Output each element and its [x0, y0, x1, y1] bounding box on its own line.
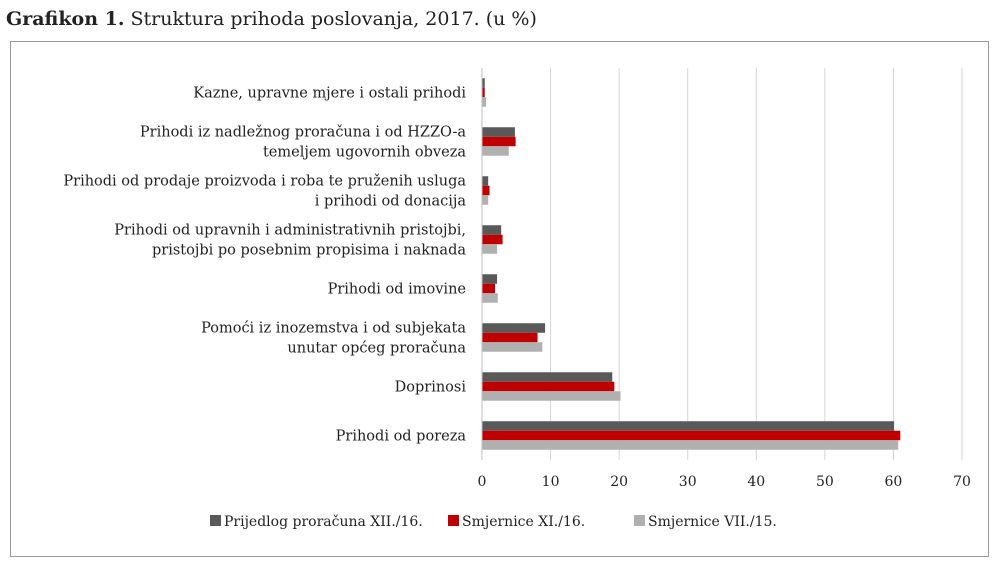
x-tick-label-0: 0 — [478, 474, 487, 490]
category-label-2-1: i prihodi od donacija — [315, 194, 467, 210]
chart-title: Grafikon 1. Struktura prihoda poslovanja… — [6, 8, 537, 30]
x-tick-label-50: 50 — [816, 474, 834, 490]
category-label-1-0: Prihodi iz nadležnog proračuna i od HZZO… — [140, 125, 466, 141]
category-label-5-0: Pomoći iz inozemstva i od subjekata — [201, 321, 466, 337]
bar-1-series-2 — [482, 146, 509, 156]
bar-1-series-0 — [482, 127, 515, 137]
bar-3-series-0 — [482, 225, 502, 235]
chart-frame — [10, 41, 989, 557]
category-label-3-0: Prihodi od upravnih i administrativnih p… — [114, 223, 466, 239]
x-tick-label-20: 20 — [610, 474, 628, 490]
bar-3-series-2 — [482, 244, 498, 254]
bar-2-series-1 — [482, 185, 490, 196]
category-label-1-1: temeljem ugovornih obveza — [263, 145, 466, 161]
category-label-5-1: unutar općeg proračuna — [287, 341, 466, 357]
bar-4-series-2 — [482, 293, 498, 303]
x-tick-label-30: 30 — [679, 474, 697, 490]
category-label-0-0: Kazne, upravne mjere i ostali prihodi — [193, 86, 466, 102]
bar-2-series-2 — [482, 195, 489, 205]
legend-label-1: Smjernice XI./16. — [462, 514, 585, 530]
category-label-7-0: Prihodi od poreza — [336, 429, 467, 445]
x-tick-label-60: 60 — [885, 474, 903, 490]
bar-0-series-1 — [482, 87, 485, 98]
x-tick-label-40: 40 — [747, 474, 765, 490]
bar-6-series-1 — [482, 381, 615, 392]
bar-5-series-0 — [482, 323, 546, 333]
legend-swatch-2 — [634, 515, 645, 526]
legend-label-2: Smjernice VII./15. — [648, 514, 777, 530]
legend-swatch-0 — [210, 515, 221, 526]
chart-title-text: Struktura prihoda poslovanja, 2017. (u %… — [124, 8, 537, 30]
category-label-3-1: pristojbi po posebnim propisima i naknad… — [152, 243, 466, 259]
bar-7-series-2 — [482, 440, 899, 450]
bar-3-series-1 — [482, 234, 503, 245]
bar-2-series-0 — [482, 176, 489, 186]
bar-6-series-2 — [482, 391, 621, 401]
bar-0-series-2 — [482, 97, 487, 107]
bar-0-series-0 — [482, 78, 485, 88]
x-tick-label-70: 70 — [953, 474, 971, 490]
category-label-4-0: Prihodi od imovine — [328, 282, 466, 298]
legend-swatch-1 — [448, 515, 459, 526]
bar-7-series-1 — [482, 430, 901, 441]
legend-label-0: Prijedlog proračuna XII./16. — [224, 514, 423, 530]
bar-6-series-0 — [482, 372, 613, 382]
chart-title-bold: Grafikon 1. — [6, 8, 125, 30]
bar-4-series-1 — [482, 283, 496, 294]
bar-7-series-0 — [482, 421, 895, 431]
x-tick-label-10: 10 — [542, 474, 560, 490]
category-label-6-0: Doprinosi — [395, 380, 467, 396]
bar-1-series-1 — [482, 136, 516, 147]
bar-5-series-1 — [482, 332, 538, 343]
bar-4-series-0 — [482, 274, 498, 284]
bar-5-series-2 — [482, 342, 543, 352]
category-label-2-0: Prihodi od prodaje proizvoda i roba te p… — [63, 174, 466, 190]
